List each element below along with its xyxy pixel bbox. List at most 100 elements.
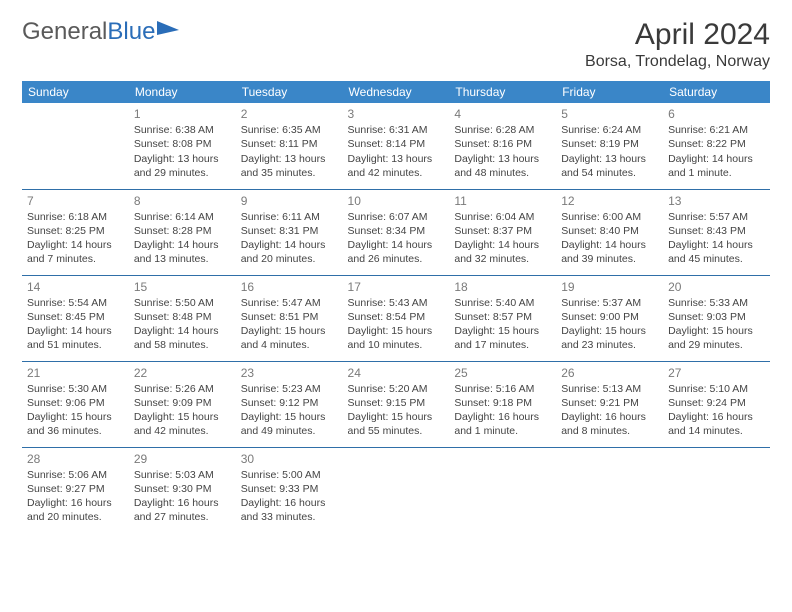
- day-number: 3: [348, 106, 445, 122]
- sunset-line: Sunset: 8:57 PM: [454, 310, 551, 324]
- sunset-line: Sunset: 9:30 PM: [134, 482, 231, 496]
- sunrise-line: Sunrise: 5:20 AM: [348, 382, 445, 396]
- calendar-day-cell: [663, 447, 770, 533]
- sunset-line: Sunset: 8:08 PM: [134, 137, 231, 151]
- weekday-header: Tuesday: [236, 81, 343, 103]
- daylight-line: Daylight: 15 hours and 49 minutes.: [241, 410, 338, 438]
- sunset-line: Sunset: 8:34 PM: [348, 224, 445, 238]
- day-number: 10: [348, 193, 445, 209]
- calendar-day-cell: 22Sunrise: 5:26 AMSunset: 9:09 PMDayligh…: [129, 361, 236, 447]
- day-number: 12: [561, 193, 658, 209]
- sunrise-line: Sunrise: 5:54 AM: [27, 296, 124, 310]
- calendar-day-cell: 2Sunrise: 6:35 AMSunset: 8:11 PMDaylight…: [236, 103, 343, 189]
- sunset-line: Sunset: 9:24 PM: [668, 396, 765, 410]
- sunset-line: Sunset: 8:45 PM: [27, 310, 124, 324]
- sunset-line: Sunset: 8:11 PM: [241, 137, 338, 151]
- day-number: 22: [134, 365, 231, 381]
- logo-text-blue: Blue: [107, 18, 155, 46]
- daylight-line: Daylight: 15 hours and 17 minutes.: [454, 324, 551, 352]
- sunrise-line: Sunrise: 6:14 AM: [134, 210, 231, 224]
- calendar-day-cell: [343, 447, 450, 533]
- weekday-header: Sunday: [22, 81, 129, 103]
- daylight-line: Daylight: 15 hours and 4 minutes.: [241, 324, 338, 352]
- calendar-day-cell: 17Sunrise: 5:43 AMSunset: 8:54 PMDayligh…: [343, 275, 450, 361]
- sunset-line: Sunset: 8:43 PM: [668, 224, 765, 238]
- calendar-day-cell: 15Sunrise: 5:50 AMSunset: 8:48 PMDayligh…: [129, 275, 236, 361]
- calendar-week-row: 28Sunrise: 5:06 AMSunset: 9:27 PMDayligh…: [22, 447, 770, 533]
- daylight-line: Daylight: 14 hours and 13 minutes.: [134, 238, 231, 266]
- day-number: 23: [241, 365, 338, 381]
- calendar-week-row: 1Sunrise: 6:38 AMSunset: 8:08 PMDaylight…: [22, 103, 770, 189]
- daylight-line: Daylight: 15 hours and 42 minutes.: [134, 410, 231, 438]
- sunrise-line: Sunrise: 5:47 AM: [241, 296, 338, 310]
- day-number: 26: [561, 365, 658, 381]
- day-number: 7: [27, 193, 124, 209]
- day-number: 18: [454, 279, 551, 295]
- calendar-day-cell: 28Sunrise: 5:06 AMSunset: 9:27 PMDayligh…: [22, 447, 129, 533]
- calendar-page: GeneralBlue April 2024 Borsa, Trondelag,…: [0, 0, 792, 551]
- weekday-header: Saturday: [663, 81, 770, 103]
- daylight-line: Daylight: 14 hours and 7 minutes.: [27, 238, 124, 266]
- sunrise-line: Sunrise: 5:23 AM: [241, 382, 338, 396]
- day-number: 28: [27, 451, 124, 467]
- sunset-line: Sunset: 8:31 PM: [241, 224, 338, 238]
- day-number: 24: [348, 365, 445, 381]
- sunrise-line: Sunrise: 6:18 AM: [27, 210, 124, 224]
- sunrise-line: Sunrise: 5:10 AM: [668, 382, 765, 396]
- location: Borsa, Trondelag, Norway: [585, 53, 770, 71]
- day-number: 25: [454, 365, 551, 381]
- sunrise-line: Sunrise: 6:11 AM: [241, 210, 338, 224]
- sunrise-line: Sunrise: 5:06 AM: [27, 468, 124, 482]
- daylight-line: Daylight: 16 hours and 33 minutes.: [241, 496, 338, 524]
- day-number: 30: [241, 451, 338, 467]
- sunrise-line: Sunrise: 5:30 AM: [27, 382, 124, 396]
- sunrise-line: Sunrise: 6:28 AM: [454, 123, 551, 137]
- sunset-line: Sunset: 8:19 PM: [561, 137, 658, 151]
- daylight-line: Daylight: 15 hours and 55 minutes.: [348, 410, 445, 438]
- calendar-day-cell: 29Sunrise: 5:03 AMSunset: 9:30 PMDayligh…: [129, 447, 236, 533]
- sunrise-line: Sunrise: 5:16 AM: [454, 382, 551, 396]
- day-number: 9: [241, 193, 338, 209]
- calendar-day-cell: 7Sunrise: 6:18 AMSunset: 8:25 PMDaylight…: [22, 189, 129, 275]
- sunrise-line: Sunrise: 6:04 AM: [454, 210, 551, 224]
- sunset-line: Sunset: 9:18 PM: [454, 396, 551, 410]
- sunrise-line: Sunrise: 5:00 AM: [241, 468, 338, 482]
- daylight-line: Daylight: 14 hours and 39 minutes.: [561, 238, 658, 266]
- day-number: 19: [561, 279, 658, 295]
- flag-icon: [157, 18, 179, 46]
- month-title: April 2024: [585, 18, 770, 51]
- calendar-week-row: 21Sunrise: 5:30 AMSunset: 9:06 PM Dayligh…: [22, 361, 770, 447]
- sunrise-line: Sunrise: 5:57 AM: [668, 210, 765, 224]
- calendar-day-cell: 23Sunrise: 5:23 AMSunset: 9:12 PMDayligh…: [236, 361, 343, 447]
- day-number: 15: [134, 279, 231, 295]
- calendar-day-cell: 27Sunrise: 5:10 AMSunset: 9:24 PMDayligh…: [663, 361, 770, 447]
- calendar-day-cell: 14Sunrise: 5:54 AMSunset: 8:45 PMDayligh…: [22, 275, 129, 361]
- daylight-line: Daylight: 16 hours and 1 minute.: [454, 410, 551, 438]
- sunrise-line: Sunrise: 6:07 AM: [348, 210, 445, 224]
- daylight-line: Daylight: 14 hours and 58 minutes.: [134, 324, 231, 352]
- calendar-day-cell: [449, 447, 556, 533]
- sunrise-line: Sunrise: 5:37 AM: [561, 296, 658, 310]
- daylight-line: Daylight: 16 hours and 8 minutes.: [561, 410, 658, 438]
- calendar-day-cell: 9Sunrise: 6:11 AMSunset: 8:31 PMDaylight…: [236, 189, 343, 275]
- sunrise-line: Sunrise: 5:26 AM: [134, 382, 231, 396]
- calendar-day-cell: 24Sunrise: 5:20 AMSunset: 9:15 PMDayligh…: [343, 361, 450, 447]
- daylight-line: Daylight: 16 hours and 20 minutes.: [27, 496, 124, 524]
- sunset-line: Sunset: 9:33 PM: [241, 482, 338, 496]
- day-number: 21: [27, 365, 124, 381]
- sunset-line: Sunset: 8:54 PM: [348, 310, 445, 324]
- weekday-header: Wednesday: [343, 81, 450, 103]
- sunrise-line: Sunrise: 5:43 AM: [348, 296, 445, 310]
- header: GeneralBlue April 2024 Borsa, Trondelag,…: [22, 18, 770, 71]
- day-number: 1: [134, 106, 231, 122]
- daylight-line: Daylight: 15 hours and 29 minutes.: [668, 324, 765, 352]
- sunset-line: Sunset: 8:28 PM: [134, 224, 231, 238]
- calendar-body: 1Sunrise: 6:38 AMSunset: 8:08 PMDaylight…: [22, 103, 770, 533]
- calendar-day-cell: 13Sunrise: 5:57 AMSunset: 8:43 PMDayligh…: [663, 189, 770, 275]
- sunset-line: Sunset: 9:06 PM: [27, 396, 124, 410]
- sunrise-line: Sunrise: 6:24 AM: [561, 123, 658, 137]
- sunset-line: Sunset: 8:14 PM: [348, 137, 445, 151]
- day-number: 11: [454, 193, 551, 209]
- sunrise-line: Sunrise: 5:40 AM: [454, 296, 551, 310]
- calendar-day-cell: 21Sunrise: 5:30 AMSunset: 9:06 PMDayligh…: [22, 361, 129, 447]
